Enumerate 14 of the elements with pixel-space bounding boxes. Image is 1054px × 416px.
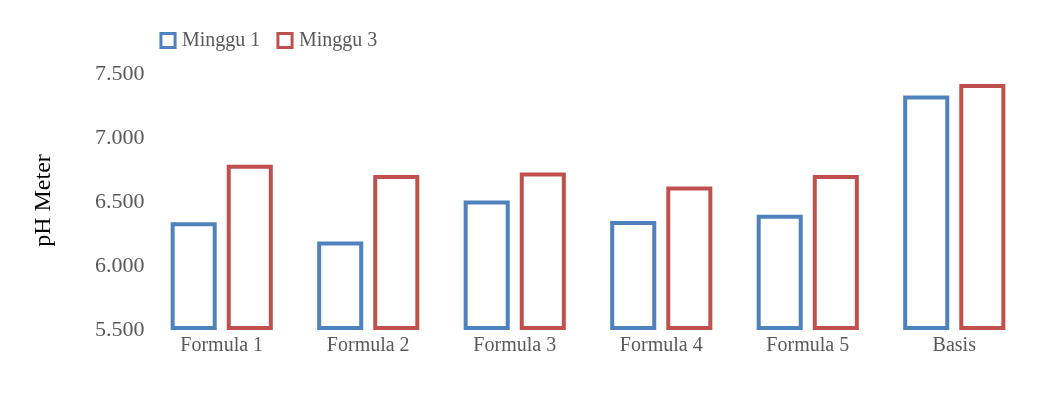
x-tick-label: Formula 2 — [326, 332, 410, 355]
y-tick-label: 6.000 — [95, 251, 145, 277]
x-tick-label: Formula 4 — [619, 332, 703, 355]
x-tick-label: Formula 1 — [180, 332, 264, 355]
y-tick-label: 7.500 — [95, 59, 145, 85]
legend-label: Minggu 3 — [299, 28, 378, 52]
x-tick-label: Basis — [932, 332, 977, 355]
y-tick-label: 5.500 — [95, 315, 145, 341]
y-tick-label: 6.500 — [95, 187, 145, 213]
x-tick-label: Formula 3 — [473, 332, 557, 355]
y-tick-label: 7.000 — [95, 123, 145, 149]
x-tick-label: Formula 5 — [766, 332, 850, 355]
legend-label: Minggu 1 — [182, 28, 261, 52]
y-axis-title: pH Meter — [29, 154, 55, 247]
